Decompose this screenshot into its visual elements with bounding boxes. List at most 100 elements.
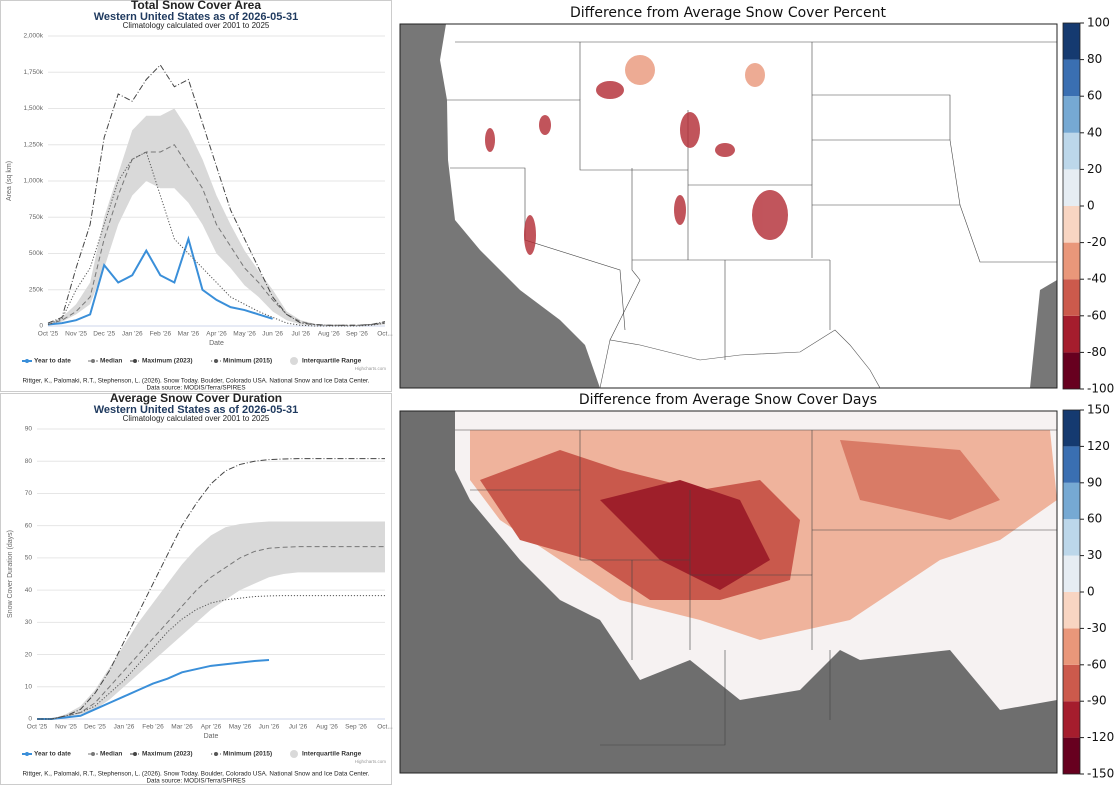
colorbar-bin <box>1063 132 1080 170</box>
legend-label: Year to date <box>34 358 71 365</box>
colorbar-bin <box>1063 664 1080 702</box>
y-tick-label: 1,250k <box>23 141 43 148</box>
colorbar-bin <box>1063 737 1080 774</box>
colorbar-bin <box>1063 519 1080 556</box>
snow-deficit-areas <box>485 55 788 255</box>
colorbar-bin <box>1063 279 1080 316</box>
deficit-severe <box>600 480 770 590</box>
x-tick-label: Jan '26 <box>122 331 143 338</box>
map-frame <box>399 23 1058 389</box>
border <box>599 329 881 389</box>
x-tick-label: May '26 <box>229 724 252 731</box>
y-tick-label: 40 <box>25 587 33 594</box>
iqr-band <box>48 108 385 326</box>
iqr-band <box>37 521 385 719</box>
citation: Rittger, K., Palomaki, R.T., Stephenson,… <box>23 771 370 778</box>
legend-marker <box>91 359 95 363</box>
x-tick-label: Oct... <box>377 331 393 338</box>
colorbar-label: 60 <box>1087 512 1102 526</box>
legend-marker <box>133 752 137 756</box>
colorbar-label: 20 <box>1087 162 1102 176</box>
legend-marker <box>25 752 29 756</box>
credit: Highcharts.com <box>355 759 387 764</box>
legend-label: Year to date <box>34 751 71 758</box>
state-lines <box>447 41 1057 360</box>
deficit-plains <box>840 440 1000 520</box>
colorbar-bin <box>1063 628 1080 665</box>
legend-marker <box>214 359 218 363</box>
colorbar-bin <box>1063 592 1080 629</box>
legend-marker <box>25 359 29 363</box>
y-tick-label: 750k <box>29 214 44 221</box>
colorbar-bin <box>1063 701 1080 738</box>
legend-label: Interquartile Range <box>302 751 362 758</box>
legend-label: Maximum (2023) <box>142 751 193 758</box>
chart-subtitle: Western United States as of 2026-05-31 <box>94 11 299 23</box>
map-title: Difference from Average Snow Cover Days <box>579 392 877 408</box>
x-tick-label: Mar '26 <box>178 331 200 338</box>
reference-line <box>37 546 385 720</box>
map-title: Difference from Average Snow Cover Perce… <box>570 5 886 21</box>
legend-symbol <box>290 750 298 758</box>
ocean <box>400 24 600 388</box>
chart-note: Climatology calculated over 2001 to 2025 <box>123 21 270 30</box>
colorbar-bin <box>1063 446 1080 483</box>
x-tick-label: Oct... <box>377 724 393 731</box>
legend-symbol <box>290 357 298 365</box>
colorbar-bin <box>1063 242 1080 280</box>
y-tick-label: 250k <box>29 286 44 293</box>
source: Data source: MODIS/Terra/SPIRES <box>146 385 245 392</box>
legend-marker <box>133 359 137 363</box>
colorbar-label: -90 <box>1087 694 1107 708</box>
y-tick-label: 2,000k <box>23 33 43 40</box>
x-axis-title: Date <box>204 733 219 740</box>
citation: Rittger, K., Palomaki, R.T., Stephenson,… <box>23 378 370 385</box>
y-tick-label: 1,750k <box>23 69 43 76</box>
y-axis-title: Snow Cover Duration (days) <box>7 530 14 618</box>
x-tick-label: Aug '26 <box>318 331 340 338</box>
x-tick-label: Jun '26 <box>259 724 280 731</box>
y-tick-label: 70 <box>25 490 33 497</box>
x-tick-label: Aug '26 <box>316 724 338 731</box>
y-tick-label: 50 <box>25 555 33 562</box>
x-tick-label: Oct '25 <box>27 724 48 731</box>
chart-title: Total Snow Cover Area <box>131 0 261 12</box>
legend-label: Median <box>100 751 122 758</box>
chart-subtitle: Western United States as of 2026-05-31 <box>94 404 299 416</box>
colorbar-label: 80 <box>1087 52 1102 66</box>
colorbar-label: -80 <box>1087 345 1107 359</box>
legend-label: Minimum (2015) <box>223 751 272 758</box>
x-tick-label: Apr '26 <box>201 724 222 731</box>
x-tick-label: Oct '25 <box>38 331 59 338</box>
colorbar-label: -60 <box>1087 308 1107 322</box>
colorbar-bin <box>1063 410 1080 447</box>
colorbar-label: -150 <box>1087 767 1114 781</box>
y-tick-label: 1,500k <box>23 105 43 112</box>
y-tick-label: 0 <box>28 716 32 723</box>
colorbar-label: 60 <box>1087 89 1102 103</box>
colorbar-bin <box>1063 23 1080 60</box>
reference-line <box>37 595 385 720</box>
colorbar-bin <box>1063 59 1080 97</box>
colorbar-bin <box>1063 169 1080 206</box>
ytd-line <box>47 235 273 326</box>
colorbar-label: 0 <box>1087 585 1095 599</box>
colorbar-label: -120 <box>1087 730 1114 744</box>
legend-label: Interquartile Range <box>302 358 362 365</box>
y-tick-label: 500k <box>29 250 44 257</box>
y-tick-label: 80 <box>25 458 33 465</box>
map-frame <box>399 410 1058 774</box>
colorbar-label: -40 <box>1087 272 1107 286</box>
y-tick-label: 0 <box>39 323 43 330</box>
chart-title: Average Snow Cover Duration <box>110 391 282 405</box>
x-tick-label: Mar '26 <box>171 724 193 731</box>
legend-marker <box>214 752 218 756</box>
x-tick-label: Jul '26 <box>291 331 310 338</box>
map-days-base <box>400 411 1057 773</box>
x-tick-label: Dec '25 <box>93 331 115 338</box>
y-tick-label: 10 <box>25 683 33 690</box>
x-tick-label: May '26 <box>233 331 256 338</box>
y-tick-label: 60 <box>25 522 33 529</box>
x-tick-label: Feb '26 <box>150 331 172 338</box>
